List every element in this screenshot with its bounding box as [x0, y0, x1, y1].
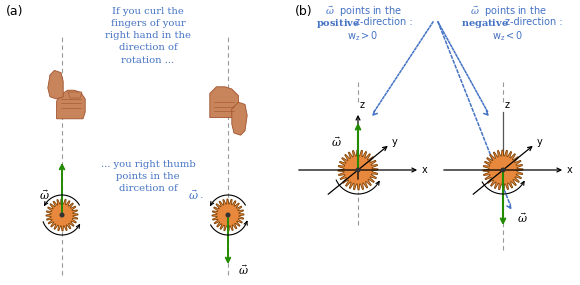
- Text: $\mathrm{w_z > 0}$: $\mathrm{w_z > 0}$: [347, 29, 379, 43]
- Text: x: x: [567, 165, 572, 175]
- Text: z: z: [360, 100, 365, 110]
- Circle shape: [501, 168, 505, 172]
- Circle shape: [60, 213, 64, 217]
- Polygon shape: [48, 70, 63, 99]
- Text: .: .: [200, 190, 204, 200]
- Polygon shape: [57, 90, 85, 119]
- Text: z: z: [505, 100, 510, 110]
- Text: $\vec{\omega}$: $\vec{\omega}$: [517, 211, 528, 225]
- Text: $\vec{\omega}$: $\vec{\omega}$: [39, 188, 49, 202]
- Text: $\vec{\omega}$  points in the: $\vec{\omega}$ points in the: [325, 5, 401, 19]
- Polygon shape: [232, 102, 247, 135]
- Text: $\vec{\omega}$  points in the: $\vec{\omega}$ points in the: [470, 5, 546, 19]
- Polygon shape: [68, 92, 82, 98]
- Text: y: y: [537, 137, 543, 147]
- Circle shape: [226, 213, 230, 217]
- Text: $\mathrm{w_z < 0}$: $\mathrm{w_z < 0}$: [492, 29, 524, 43]
- Circle shape: [356, 168, 360, 172]
- Text: (b): (b): [295, 5, 313, 18]
- Text: $\vec{\omega}$: $\vec{\omega}$: [238, 263, 249, 277]
- Text: If you curl the
fingers of your
right hand in the
direction of
rotation ...: If you curl the fingers of your right ha…: [105, 7, 191, 65]
- Text: y: y: [392, 137, 398, 147]
- Text: $\vec{\omega}$: $\vec{\omega}$: [331, 135, 342, 149]
- Text: $\mathbf{negative}$: $\mathbf{negative}$: [461, 17, 509, 30]
- Polygon shape: [212, 199, 244, 231]
- Polygon shape: [338, 150, 378, 190]
- Text: $\mathbf{positive}$: $\mathbf{positive}$: [316, 17, 360, 30]
- Text: (a): (a): [6, 5, 24, 18]
- Text: $\vec{\omega}$: $\vec{\omega}$: [187, 188, 198, 202]
- Text: ... you right thumb
points in the
dircetion of: ... you right thumb points in the dircet…: [100, 160, 195, 193]
- Polygon shape: [210, 87, 238, 118]
- Text: z-direction :: z-direction :: [355, 17, 412, 27]
- Polygon shape: [46, 199, 78, 231]
- Text: x: x: [422, 165, 428, 175]
- Polygon shape: [483, 150, 523, 190]
- Text: z-direction :: z-direction :: [505, 17, 563, 27]
